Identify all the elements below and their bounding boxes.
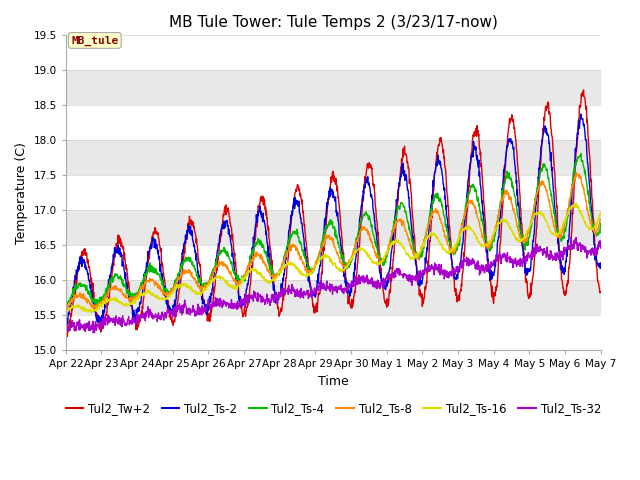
Legend: Tul2_Tw+2, Tul2_Ts-2, Tul2_Ts-4, Tul2_Ts-8, Tul2_Ts-16, Tul2_Ts-32: Tul2_Tw+2, Tul2_Ts-2, Tul2_Ts-4, Tul2_Ts… <box>61 397 605 420</box>
Text: MB_tule: MB_tule <box>71 36 118 46</box>
Y-axis label: Temperature (C): Temperature (C) <box>15 142 28 244</box>
Bar <box>66 280 600 315</box>
Bar <box>66 140 600 175</box>
Bar <box>66 36 600 70</box>
Title: MB Tule Tower: Tule Temps 2 (3/23/17-now): MB Tule Tower: Tule Temps 2 (3/23/17-now… <box>169 15 498 30</box>
X-axis label: Time: Time <box>318 375 349 388</box>
Bar <box>66 175 600 210</box>
Bar <box>66 315 600 350</box>
Bar <box>66 245 600 280</box>
Bar <box>66 210 600 245</box>
Bar <box>66 70 600 105</box>
Bar <box>66 105 600 140</box>
